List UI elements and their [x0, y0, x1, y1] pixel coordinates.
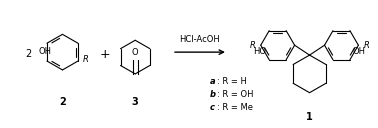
Text: R: R — [83, 55, 89, 64]
Text: a: a — [210, 77, 215, 86]
Text: c: c — [210, 103, 215, 112]
Text: O: O — [132, 48, 138, 57]
Text: +: + — [100, 48, 111, 61]
Text: : R = Me: : R = Me — [217, 103, 253, 112]
Text: R: R — [250, 41, 256, 50]
Text: 3: 3 — [132, 97, 139, 107]
Text: b: b — [210, 90, 216, 99]
Text: : R = OH: : R = OH — [217, 90, 253, 99]
Text: R: R — [363, 41, 369, 50]
Text: : R = H: : R = H — [217, 77, 247, 86]
Text: HO: HO — [253, 47, 266, 56]
Text: 1: 1 — [306, 112, 313, 122]
Text: 2: 2 — [25, 49, 32, 59]
Text: 2: 2 — [59, 97, 66, 107]
Text: OH: OH — [39, 47, 51, 56]
Text: OH: OH — [353, 47, 366, 56]
Text: HCl-AcOH: HCl-AcOH — [180, 35, 220, 44]
